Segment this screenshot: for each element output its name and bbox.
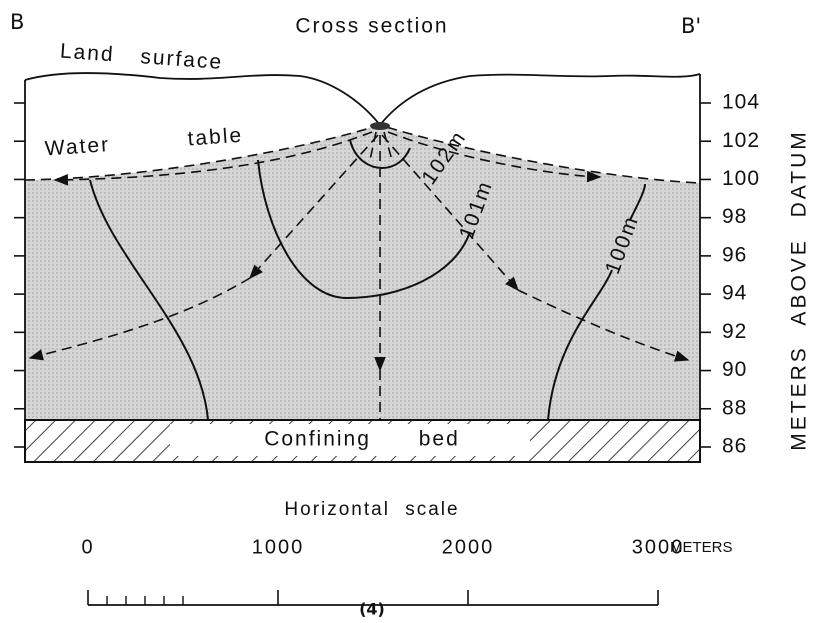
tick-label: 98 [722, 205, 747, 228]
diagram: B Cross section B' Land surface Water ta… [0, 0, 819, 623]
tick-label: 86 [722, 435, 747, 458]
tick-label: 104 [722, 91, 760, 114]
scale-label: 1000 [252, 536, 305, 558]
scale-label: 3000 [632, 536, 685, 558]
scale-label: 0 [81, 536, 94, 558]
water-table-label: Water table [44, 124, 244, 161]
land-surface [25, 73, 700, 125]
tick-label: 102 [722, 129, 760, 152]
stream [370, 122, 390, 130]
tick-label: 88 [722, 396, 747, 419]
title: Cross section [295, 15, 448, 38]
scale-label: 2000 [442, 536, 495, 558]
section-end-label: B' [681, 14, 701, 38]
axis-title: METERS ABOVE DATUM [788, 129, 811, 450]
tick-label: 100 [722, 167, 760, 190]
scale-title: Horizontal scale [284, 499, 459, 520]
saturated-zone [25, 125, 700, 420]
confining-bed-label: Confining bed [264, 428, 460, 451]
tick-label: 92 [722, 320, 747, 343]
figure-label: (4) [359, 600, 385, 619]
page: B Cross section B' Land surface Water ta… [0, 0, 819, 623]
tick-label: 94 [722, 282, 747, 305]
land-surface-label: Land surface [59, 40, 224, 74]
section-start-label: B [10, 10, 24, 34]
tick-label: 90 [722, 358, 747, 381]
tick-label: 96 [722, 243, 747, 266]
